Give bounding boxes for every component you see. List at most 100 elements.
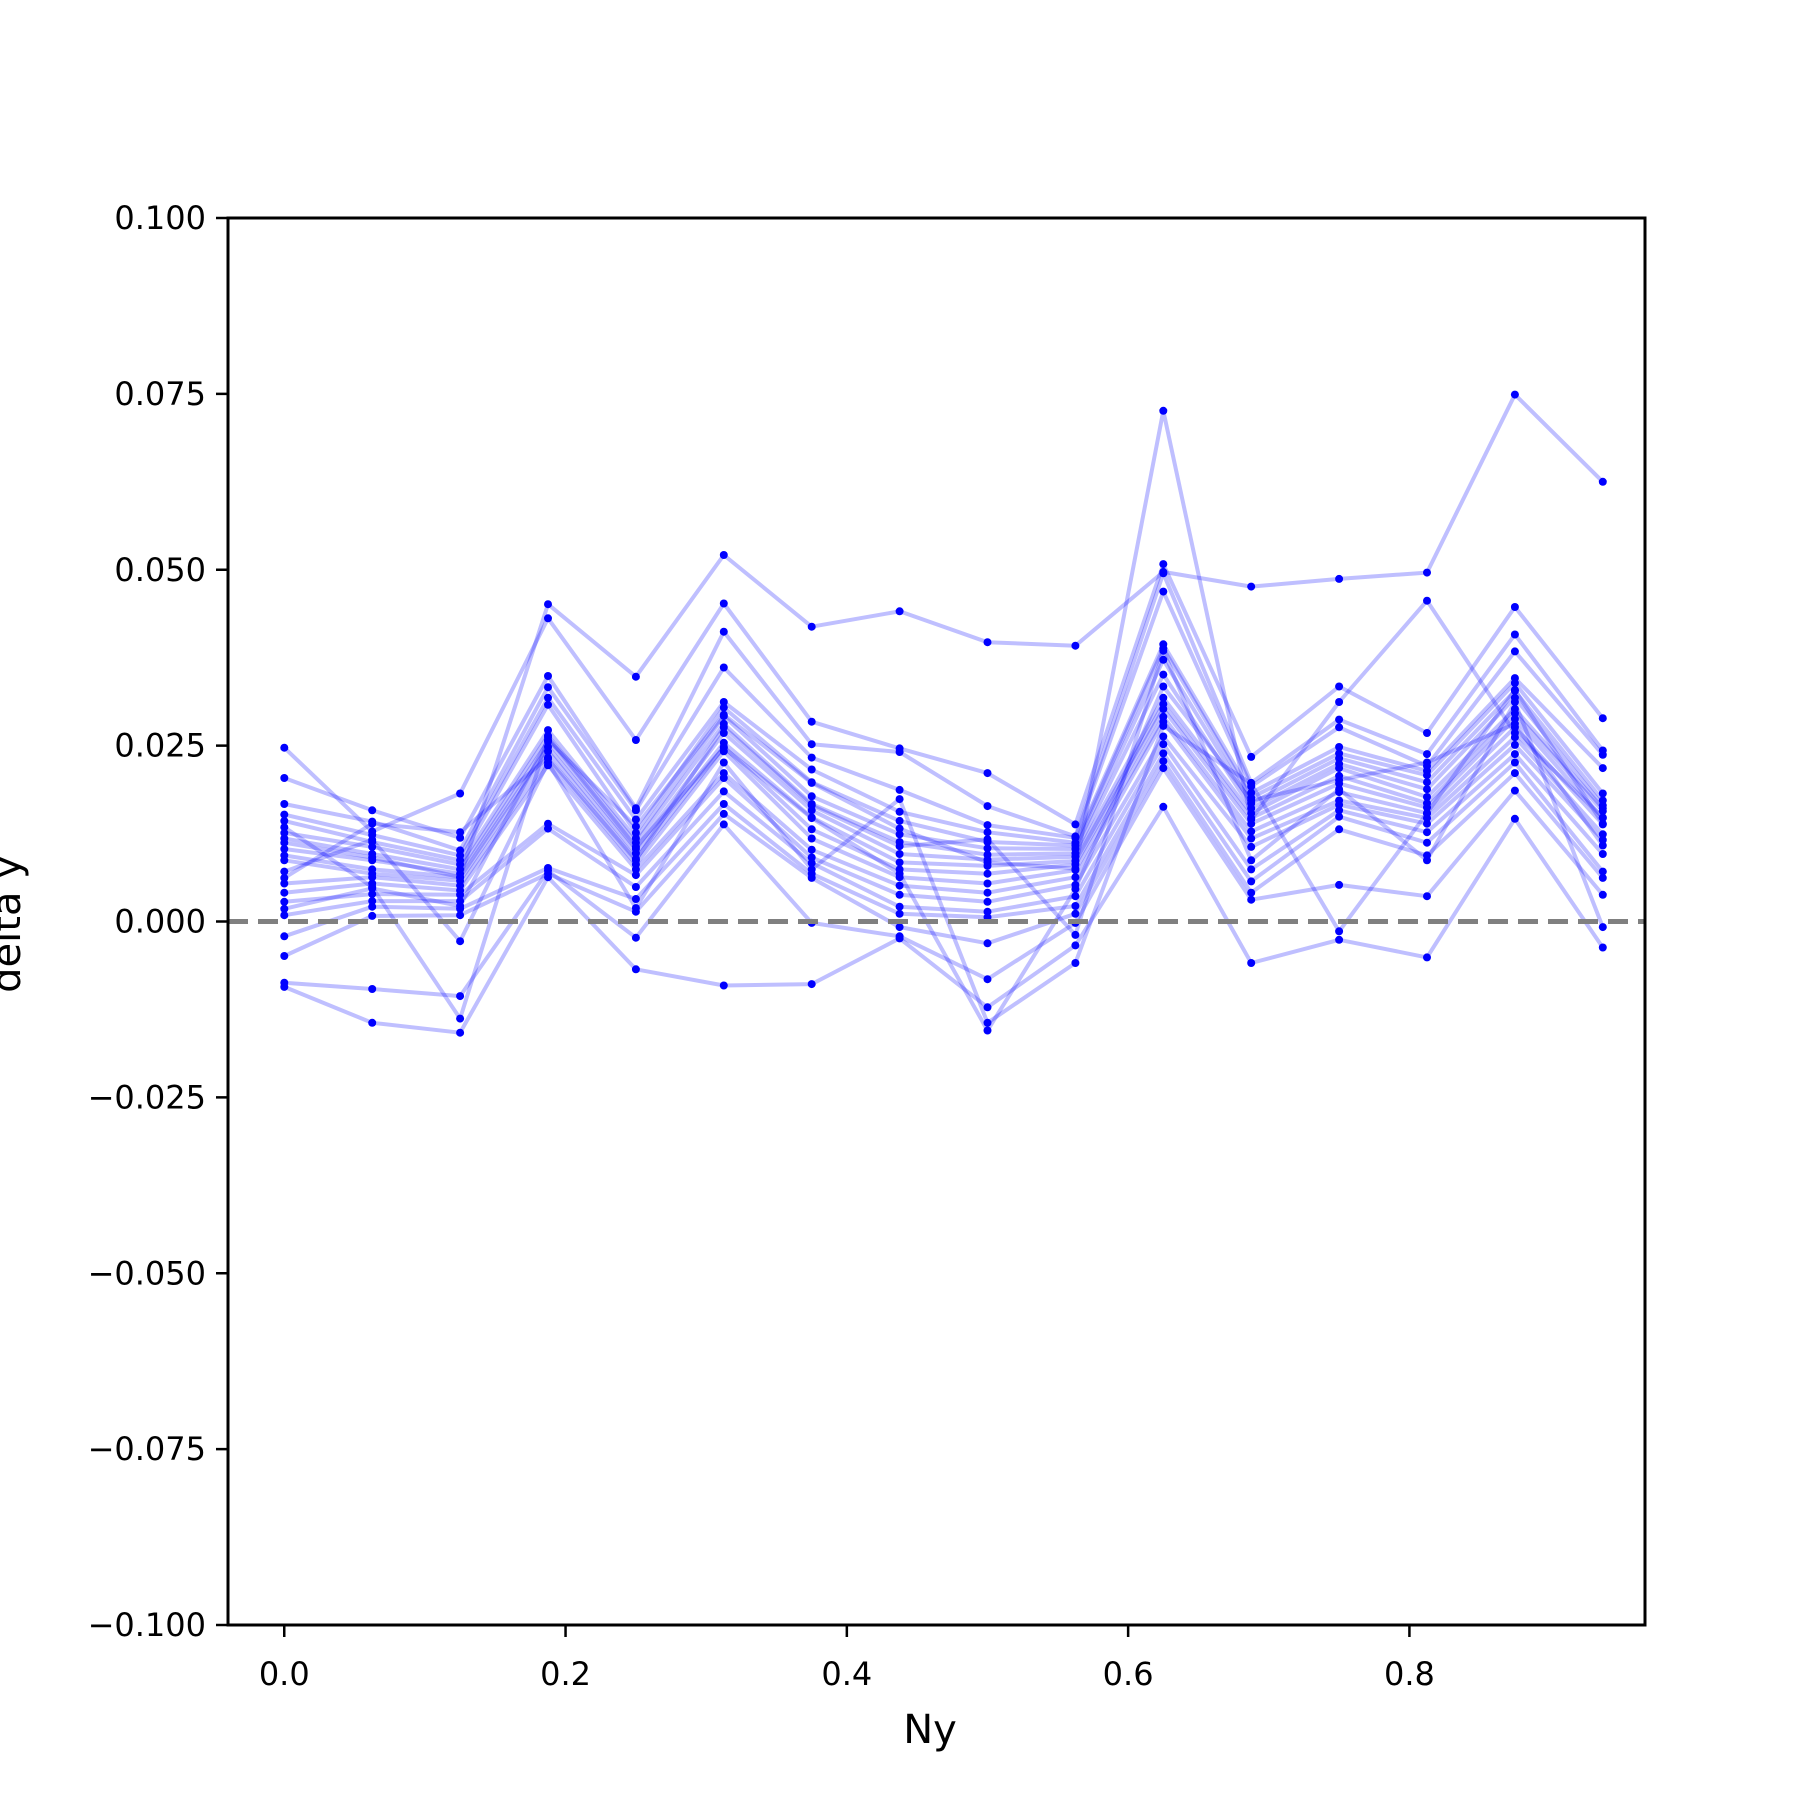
data-point — [280, 867, 289, 876]
data-point — [1423, 809, 1431, 818]
data-point — [895, 824, 904, 833]
data-point — [631, 806, 640, 815]
data-point — [1335, 754, 1344, 763]
y-tick-label: −0.100 — [88, 1606, 206, 1644]
data-point — [1598, 867, 1607, 876]
data-point — [983, 888, 992, 897]
data-point — [983, 1026, 992, 1035]
data-point — [368, 883, 377, 891]
data-point — [895, 816, 904, 825]
data-point — [456, 904, 465, 913]
data-point — [1071, 959, 1080, 967]
series-line-23 — [283, 648, 1605, 937]
data-point — [719, 627, 728, 636]
data-point — [1247, 959, 1256, 967]
data-point — [1247, 796, 1256, 805]
data-point — [1598, 923, 1607, 932]
data-point — [631, 842, 640, 851]
data-point — [1159, 682, 1168, 691]
data-point — [1423, 793, 1431, 801]
data-point — [1071, 873, 1080, 882]
data-point — [807, 853, 816, 862]
data-point — [983, 1003, 992, 1012]
data-point — [1159, 655, 1168, 664]
data-point — [1598, 764, 1607, 773]
data-point — [895, 923, 904, 932]
data-point — [456, 828, 465, 837]
data-point — [280, 952, 289, 960]
y-tick-label: 0.050 — [114, 551, 206, 589]
marker-layer — [280, 390, 1607, 1037]
data-point — [1159, 802, 1168, 811]
data-point — [368, 835, 377, 844]
data-point — [1335, 743, 1344, 751]
series-line-7 — [283, 646, 1605, 863]
data-point — [1071, 641, 1080, 650]
data-point — [1159, 740, 1168, 749]
data-point — [1335, 574, 1344, 583]
y-tick-label: −0.025 — [88, 1078, 206, 1116]
data-point — [1423, 750, 1431, 759]
data-point — [1598, 819, 1607, 828]
data-point — [1071, 941, 1080, 950]
x-tick-label: 0.6 — [1103, 1655, 1154, 1693]
data-point — [631, 871, 640, 880]
data-point — [1159, 693, 1168, 702]
y-tick-label: 0.075 — [114, 375, 206, 413]
data-point — [631, 815, 640, 824]
data-point — [807, 825, 816, 834]
data-point — [807, 814, 816, 823]
data-point — [983, 975, 992, 984]
data-point — [544, 824, 552, 833]
data-point — [280, 743, 289, 752]
data-point — [368, 842, 377, 851]
data-point — [1423, 771, 1431, 780]
data-point — [1598, 841, 1607, 850]
data-point — [895, 748, 904, 756]
series-line-18 — [283, 759, 1605, 958]
data-point — [1598, 714, 1607, 723]
series-line-2 — [283, 408, 1605, 911]
data-point — [719, 774, 728, 782]
data-point — [1423, 758, 1431, 767]
data-point — [807, 980, 816, 989]
data-point — [1247, 895, 1256, 904]
data-point — [631, 883, 640, 891]
data-point — [1159, 721, 1168, 730]
data-point — [1510, 733, 1519, 742]
y-tick-label: 0.025 — [114, 727, 206, 765]
data-point — [280, 834, 289, 843]
data-point — [1335, 698, 1344, 706]
data-point — [1423, 828, 1431, 837]
data-point — [1335, 825, 1344, 834]
data-point — [1510, 630, 1519, 639]
data-point — [1247, 888, 1256, 897]
data-point — [1159, 587, 1168, 596]
data-point — [1071, 902, 1080, 910]
data-point — [1247, 814, 1256, 823]
series-line-13 — [284, 714, 1605, 888]
data-point — [895, 858, 904, 867]
data-point — [983, 802, 992, 811]
data-point — [280, 911, 289, 920]
data-point — [1423, 803, 1431, 812]
data-point — [719, 723, 728, 732]
data-point — [807, 765, 816, 774]
data-point — [1071, 909, 1080, 918]
y-axis-label: delta y — [0, 855, 30, 993]
data-point — [544, 693, 552, 702]
data-point — [1159, 764, 1168, 773]
data-point — [983, 844, 992, 853]
data-point — [1335, 682, 1344, 691]
data-point — [1510, 686, 1519, 694]
data-point — [544, 726, 552, 735]
data-point — [544, 747, 552, 756]
data-point — [1423, 568, 1431, 577]
data-point — [280, 873, 289, 882]
data-point — [719, 800, 728, 808]
data-point — [1335, 806, 1344, 815]
data-point — [895, 909, 904, 918]
data-point — [1423, 729, 1431, 737]
data-point — [807, 873, 816, 882]
